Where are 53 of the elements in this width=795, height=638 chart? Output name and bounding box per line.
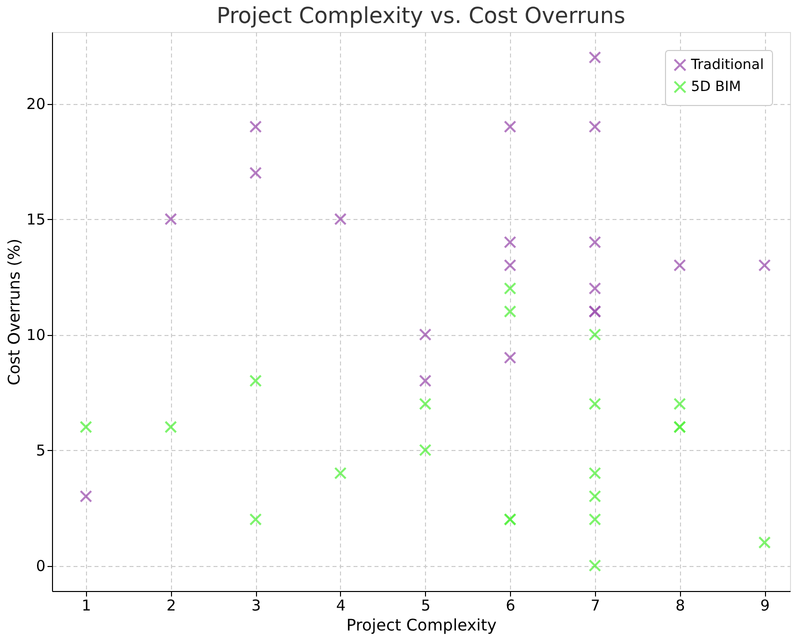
point xyxy=(588,51,602,64)
x-tick-label: 4 xyxy=(336,596,346,614)
point xyxy=(504,236,516,248)
x-tick-label: 2 xyxy=(166,596,176,614)
y-tick-label: 5 xyxy=(36,442,46,460)
y-axis-title: Cost Overruns (%) xyxy=(4,238,24,386)
point xyxy=(249,120,262,133)
point xyxy=(80,490,92,503)
x-tick-label: 5 xyxy=(420,596,431,614)
y-tick-label: 15 xyxy=(26,210,46,229)
point xyxy=(418,398,432,410)
y-tick-label: 20 xyxy=(26,95,46,114)
point xyxy=(673,259,686,272)
point xyxy=(588,328,602,341)
point xyxy=(588,120,602,133)
point xyxy=(588,513,602,526)
x-tick-label: 6 xyxy=(506,596,516,614)
point xyxy=(588,466,602,480)
point xyxy=(418,328,432,341)
point xyxy=(418,444,432,456)
point xyxy=(334,212,347,226)
point xyxy=(758,259,771,272)
point xyxy=(504,282,516,295)
point xyxy=(504,259,516,272)
point xyxy=(758,536,771,549)
point xyxy=(334,466,347,480)
x-axis-title: Project Complexity xyxy=(346,616,497,634)
y-tick-label: 10 xyxy=(26,326,46,344)
point xyxy=(249,513,262,526)
point xyxy=(504,305,516,318)
chart-title: Project Complexity vs. Cost Overruns xyxy=(216,4,626,29)
legend-label: 5D BIM xyxy=(691,79,741,95)
x-tick-label: 3 xyxy=(251,596,261,614)
legend-label: Traditional xyxy=(690,57,764,73)
point xyxy=(418,374,432,388)
point xyxy=(588,282,602,295)
x-tick-label: 7 xyxy=(590,596,600,614)
point xyxy=(164,420,178,434)
point xyxy=(164,212,178,226)
x-tick-label: 9 xyxy=(760,596,770,614)
point xyxy=(588,236,602,248)
point xyxy=(588,559,602,572)
y-tick-label: 0 xyxy=(36,557,46,576)
point xyxy=(504,351,516,364)
x-tick-label: 8 xyxy=(675,596,685,614)
point xyxy=(588,398,602,410)
x-tick-label: 1 xyxy=(82,596,92,614)
point xyxy=(80,420,92,434)
point xyxy=(249,166,262,180)
point xyxy=(588,490,602,503)
point xyxy=(673,398,686,410)
point xyxy=(504,120,516,133)
point xyxy=(249,374,262,388)
